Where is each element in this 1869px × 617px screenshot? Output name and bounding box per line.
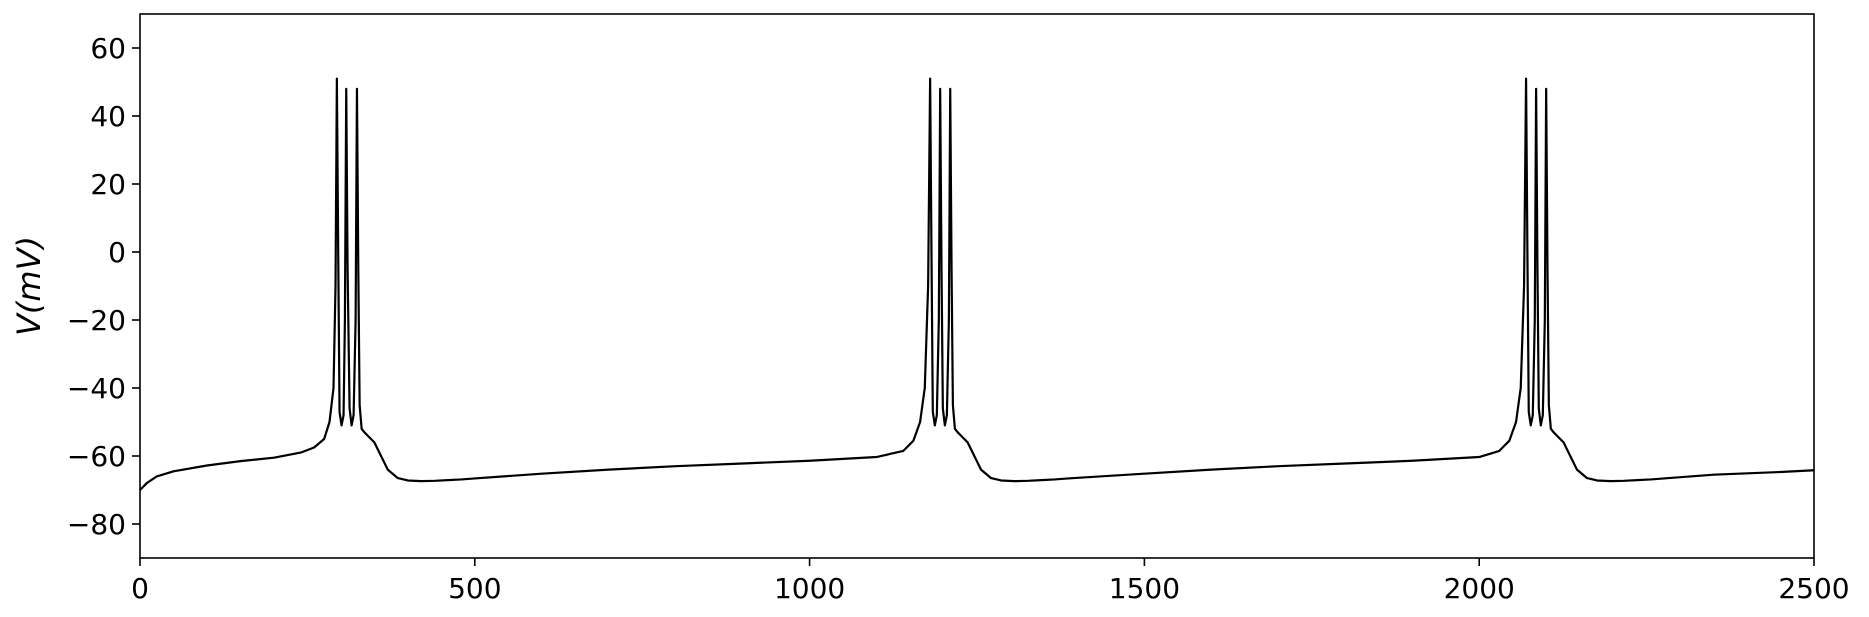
x-tick-label: 0 (131, 572, 149, 605)
x-tick-label: 2000 (1444, 572, 1515, 605)
y-tick-label: 40 (90, 100, 126, 133)
y-axis-label: V(mV) (10, 236, 48, 336)
plot-frame (139, 13, 1815, 559)
y-tick-label: 0 (108, 236, 126, 269)
y-tick-label: −80 (67, 508, 126, 541)
x-axis-ticks: 0 500 1000 1500 2000 2500 (131, 558, 1850, 605)
x-tick-label: 2500 (1778, 572, 1849, 605)
plot-area (139, 13, 1815, 559)
voltage-trace-line (139, 77, 1815, 491)
x-tick-label: 500 (448, 572, 501, 605)
x-tick-label: 1500 (1109, 572, 1180, 605)
y-tick-label: −40 (67, 372, 126, 405)
y-tick-label: −20 (67, 304, 126, 337)
x-tick-label: 1000 (774, 572, 845, 605)
y-tick-label: 60 (90, 32, 126, 65)
y-tick-label: −60 (67, 440, 126, 473)
y-axis-ticks: −80 −60 −40 −20 0 20 40 60 (67, 32, 140, 541)
y-tick-label: 20 (90, 168, 126, 201)
